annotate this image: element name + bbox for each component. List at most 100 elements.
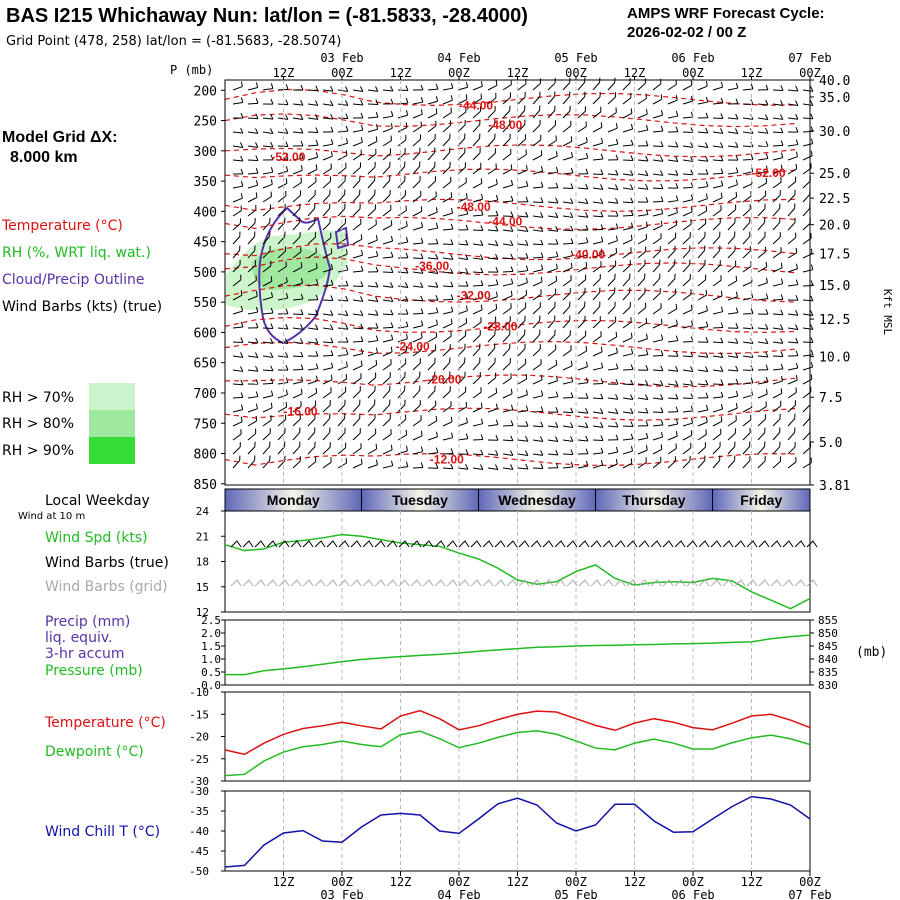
wind-barb-shaft [712,341,724,344]
wind-barb-shaft [247,196,258,203]
wind-barb [487,329,496,343]
wind-barb-shaft [607,265,616,273]
wind-barb [307,456,317,469]
temperature-contour-label: -28.00 [483,319,517,333]
wind-barb [292,293,304,301]
wind-barb [382,236,394,245]
wind-barb [622,458,633,469]
wind-barb-shaft [727,369,739,372]
wind-barb-shaft [412,419,422,427]
grid-wind-barb [662,579,674,587]
wind-barb-flag [585,460,589,467]
wind-barb [262,390,274,399]
wind-barb-shaft [412,113,423,119]
wind-barb [262,415,272,427]
wind-barb [622,302,631,315]
wind-barb-flag [675,406,679,412]
wind-barb [442,432,454,441]
grid-wind-barb [314,579,326,587]
wind-barb [712,416,723,427]
y-tick-label: 24 [196,505,210,518]
wind-barb-shaft [292,446,301,455]
wind-barb [442,147,451,161]
wind-barb-shaft [247,280,257,287]
wind-barb [727,141,739,148]
wind-barb-flag [630,348,634,354]
wind-barb [292,324,304,330]
wind-barb [562,91,571,105]
wind-barb-shaft [697,159,708,162]
wind-barb [697,442,706,455]
wind-barb-flag [480,449,484,455]
wind-barb [502,180,514,189]
wind-barb-shaft [757,418,766,427]
temperature-contour [224,113,796,128]
true-wind-barb [230,540,242,548]
wind-barb-flag [780,388,783,394]
wind-barb [307,294,319,301]
wind-barb [277,261,287,273]
wind-barb [577,91,586,105]
wind-barb-flag [795,279,799,285]
wind-barb-shaft [247,159,259,162]
wind-barb-shaft [547,96,555,105]
wind-barb [322,413,331,427]
wind-barb [637,78,646,91]
wind-barb [412,282,424,288]
wind-barb-flag [315,164,318,170]
wind-barb [667,169,679,176]
wind-barb-flag [734,352,739,358]
wind-barb-shaft [637,264,646,273]
wind-barb-shaft [607,187,618,190]
wind-barb [667,219,678,231]
wind-barb [367,136,378,147]
wind-barb-shaft [292,368,304,371]
wind-barb-flag [795,337,799,344]
wind-barb-shaft [352,447,362,455]
top-time-label: 00Z [448,66,470,80]
wind-barb [457,82,469,91]
wind-barb [757,389,768,399]
wind-barb-shaft [697,131,709,134]
wind-barb-flag [600,346,603,352]
wind-barb-shaft [667,423,678,427]
wind-barb-shaft [607,96,616,105]
wind-barb [292,140,304,147]
wind-barb-flag [720,180,724,186]
wind-barb [427,133,436,147]
wind-barb-flag [270,98,274,105]
wind-barb-shaft [667,435,678,441]
wind-barb-flag [240,290,243,296]
wind-barb-flag [645,109,648,115]
rh90-swatch [89,437,135,464]
wind-barb-shaft [457,271,468,274]
wind-barb-flag [420,222,424,228]
wind-barb [547,449,559,456]
wind-barb-shaft [622,438,633,441]
wind-barb [757,203,766,217]
wind-barb-shaft [532,334,541,343]
pressure-tick-label: 550 [194,296,217,311]
wind-barb-shaft [532,82,541,91]
wind-barb-shaft [307,380,318,385]
wind-barb [517,165,528,175]
wind-barb [487,435,499,441]
wind-barb-shaft [277,382,288,385]
wind-barb-shaft [292,460,301,469]
wind-barb-shaft [487,453,498,456]
wind-barb-shaft [622,321,632,329]
wind-barb-shaft [232,383,244,386]
wind-barb-shaft [592,82,600,91]
wind-barb-flag [735,179,738,185]
wind-barb-flag [644,170,649,176]
wind-barb [442,463,454,470]
wind-barb-flag [510,240,514,246]
true-wind-barb [566,540,578,548]
wind-barb-flag [270,352,274,358]
wind-barb-shaft [502,424,514,427]
wind-barb [532,390,544,399]
wind-barb [772,427,781,441]
wind-barb-flag [705,337,709,343]
wind-barb [487,133,496,147]
wind-barb-shaft [457,257,468,260]
